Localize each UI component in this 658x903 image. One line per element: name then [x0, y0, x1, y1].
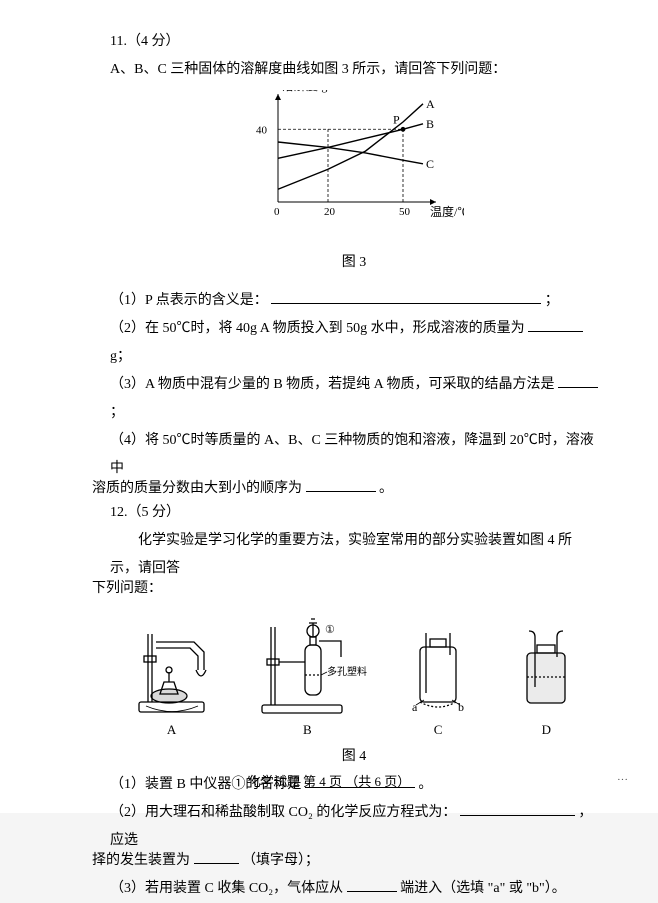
q12-p2-l2-pre: 择的发生装置为 — [92, 853, 190, 868]
q11-p4-pre: （4）将 50℃时等质量的 A、B、C 三种物质的饱和溶液，降温到 20℃时，溶… — [110, 433, 594, 476]
q12-p3: （3）若用装置 C 收集 CO₂，气体应从 端进入（选填 "a" 或 "b"）。 — [110, 875, 598, 903]
svg-text:P: P — [393, 112, 400, 126]
apparatus-D-label: D — [542, 717, 551, 743]
svg-text:溶解度/g: 溶解度/g — [282, 90, 327, 93]
svg-text:C: C — [426, 157, 434, 171]
svg-text:50: 50 — [399, 206, 411, 218]
q11-p3-post: ； — [110, 405, 124, 420]
q12-header: 12.（5 分） — [110, 499, 598, 527]
apparatus-D: D — [509, 627, 584, 743]
corner-dots: ··· — [617, 769, 628, 791]
q11-intro: A、B、C 三种固体的溶解度曲线如图 3 所示，请回答下列问题： — [110, 56, 598, 84]
q11-p4-l2-pre: 溶质的质量分数由大到小的顺序为 — [92, 481, 302, 496]
q11-p1: （1）P 点表示的含义是： ； — [110, 287, 598, 315]
svg-text:B: B — [426, 117, 434, 131]
q11-p3-blank — [558, 373, 598, 388]
q11-p2-blank — [528, 317, 583, 332]
apparatus-B-label: B — [303, 717, 312, 743]
port-b-label: b — [458, 700, 464, 714]
q12-p2-blank — [460, 801, 575, 816]
q11-header: 11.（4 分） — [110, 28, 598, 56]
apparatus-C-label: C — [434, 717, 443, 743]
apparatus-B: ① 多孔塑料板 B — [247, 617, 367, 743]
q11-p1-blank — [271, 289, 541, 304]
q12-p2-l2-post: （填字母）； — [242, 853, 319, 868]
svg-text:温度/℃: 温度/℃ — [430, 204, 464, 219]
port-a-label: a — [412, 700, 418, 714]
q11-p3-pre: （3）A 物质中混有少量的 B 物质，若提纯 A 物质，可采取的结晶方法是 — [110, 377, 555, 392]
apparatus-A: A — [124, 622, 219, 743]
q11-p1-post: ； — [545, 293, 559, 308]
q12-p2-blank2 — [194, 849, 239, 864]
q11-p3: （3）A 物质中混有少量的 B 物质，若提纯 A 物质，可采取的结晶方法是 ； — [110, 371, 598, 427]
q11-p1-pre: （1）P 点表示的含义是： — [110, 293, 268, 308]
q11-p4-blank — [306, 477, 376, 492]
chart3-caption: 图 3 — [110, 249, 598, 277]
svg-text:40: 40 — [256, 124, 268, 136]
apparatus-figure: A ① 多孔塑料板 — [110, 617, 598, 743]
plate-label: 多孔塑料板 — [327, 665, 367, 678]
apparatus-A-label: A — [167, 717, 176, 743]
svg-text:20: 20 — [324, 206, 336, 218]
q11-p2: （2）在 50℃时，将 40g A 物质投入到 50g 水中，形成溶液的质量为 … — [110, 315, 598, 371]
q12-p2-line2: 择的发生装置为 （填字母）； — [92, 847, 598, 875]
apparatus-C: a b C — [396, 627, 481, 743]
q11-p2-post: g； — [110, 349, 131, 364]
solubility-chart: 溶解度/g 温度/℃ 0 20 50 40 AB C P 图 3 — [110, 90, 598, 277]
q12-p3-pre: （3）若用装置 C 收集 CO₂，气体应从 — [110, 881, 343, 896]
q12-p3-post: 端进入（选填 "a" 或 "b"）。 — [400, 881, 566, 896]
q11-p4-post: 。 — [379, 481, 393, 496]
tube-1-marker: ① — [325, 624, 335, 636]
svg-text:0: 0 — [274, 206, 280, 218]
q12-p3-blank — [347, 877, 397, 892]
svg-text:A: A — [426, 97, 435, 111]
q11-p2-pre: （2）在 50℃时，将 40g A 物质投入到 50g 水中，形成溶液的质量为 — [110, 321, 525, 336]
page-footer: 化学试题 第 4 页 （共 6 页） — [0, 769, 658, 795]
figure4-caption: 图 4 — [110, 743, 598, 771]
exam-page: 11.（4 分） A、B、C 三种固体的溶解度曲线如图 3 所示，请回答下列问题… — [0, 0, 658, 813]
